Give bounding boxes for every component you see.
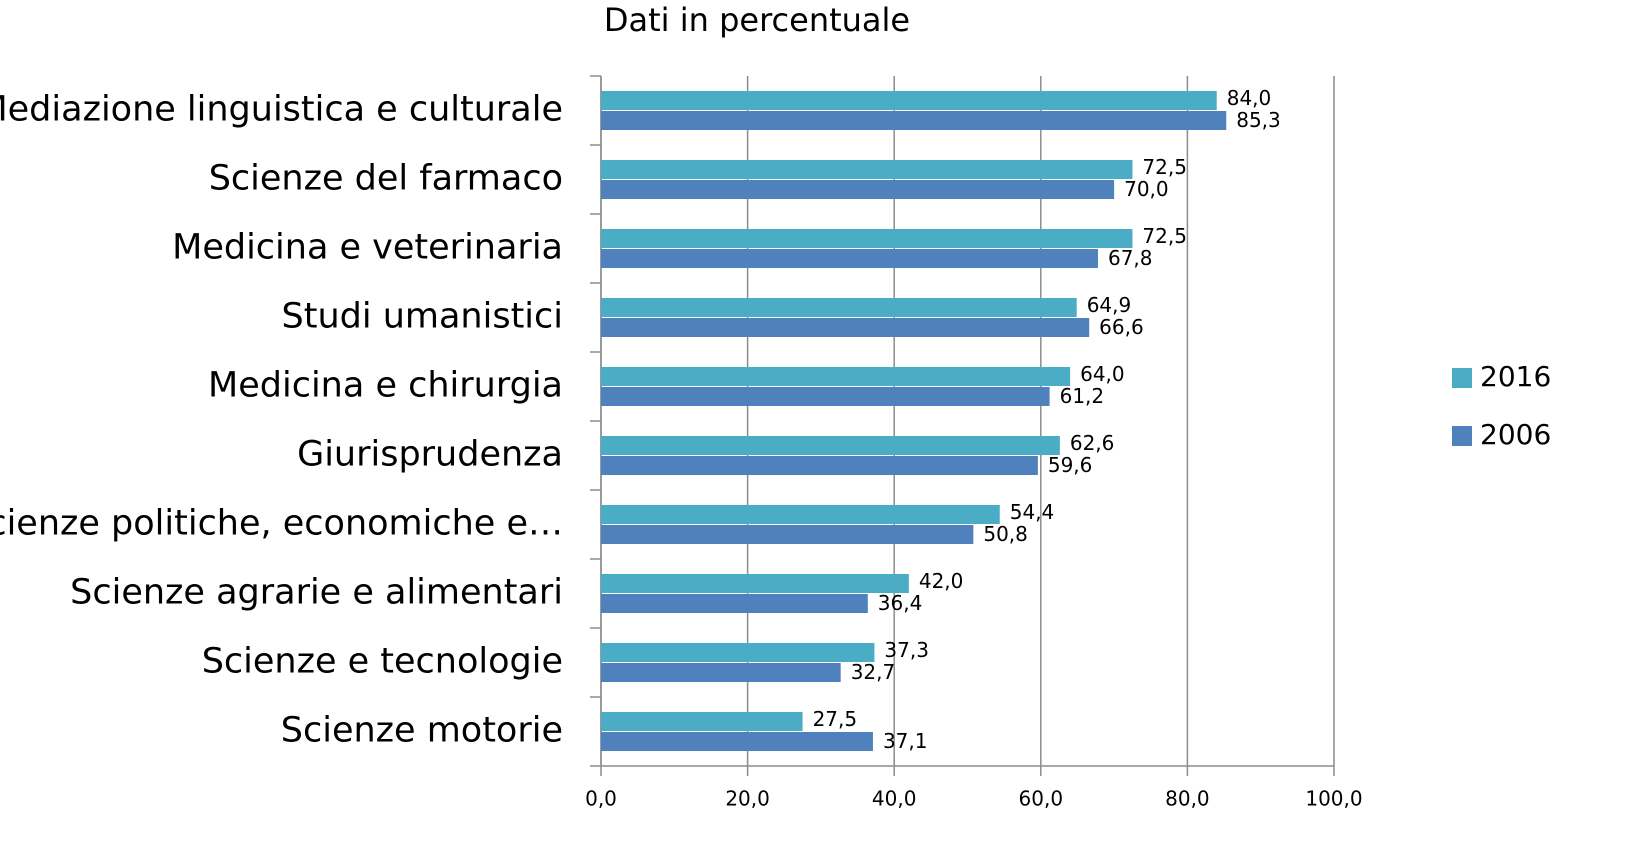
y-tick-label: Medicina e veterinaria (172, 228, 563, 268)
value-label: 54,4 (1010, 500, 1055, 524)
bar (601, 525, 974, 544)
value-label: 32,7 (851, 660, 896, 684)
value-label: 62,6 (1070, 431, 1115, 455)
x-tick-label: 20,0 (725, 787, 770, 811)
bar (601, 91, 1217, 110)
value-label: 27,5 (813, 707, 858, 731)
legend-label: 2016 (1480, 360, 1551, 393)
bar (601, 229, 1133, 248)
value-label: 67,8 (1108, 246, 1153, 270)
value-label: 64,0 (1080, 362, 1125, 386)
bar (601, 318, 1090, 337)
value-label: 36,4 (878, 591, 923, 615)
y-tick-label: Scienze politiche, economiche e… (0, 504, 563, 544)
y-tick-label: Scienze e tecnologie (202, 642, 563, 682)
value-label: 37,1 (883, 729, 928, 753)
x-tick-label: 80,0 (1165, 787, 1210, 811)
x-tick-label: 40,0 (872, 787, 917, 811)
chart-title: Dati in percentuale (604, 1, 910, 39)
bar (601, 643, 875, 662)
bar (601, 111, 1227, 130)
y-tick-label: Studi umanistici (282, 297, 563, 337)
value-label: 37,3 (884, 638, 929, 662)
legend-label: 2006 (1480, 418, 1551, 451)
bar (601, 574, 909, 593)
value-label: 85,3 (1236, 108, 1281, 132)
value-label: 42,0 (919, 569, 964, 593)
value-label: 59,6 (1048, 453, 1093, 477)
value-label: 70,0 (1124, 177, 1169, 201)
bar (601, 298, 1077, 317)
value-label: 64,9 (1087, 293, 1132, 317)
bar (601, 387, 1050, 406)
y-tick-label: Scienze del farmaco (209, 159, 563, 199)
bar (601, 594, 868, 613)
value-label: 72,5 (1142, 155, 1187, 179)
y-tick-label: Mediazione linguistica e culturale (0, 90, 563, 130)
legend-swatch (1452, 426, 1472, 446)
value-label: 66,6 (1099, 315, 1144, 339)
bar (601, 180, 1115, 199)
y-tick-label: Scienze motorie (281, 711, 563, 751)
y-tick-label: Scienze agrarie e alimentari (70, 573, 563, 613)
bar (601, 663, 841, 682)
value-label: 72,5 (1142, 224, 1187, 248)
legend-swatch (1452, 368, 1472, 388)
bar (601, 367, 1071, 386)
y-tick-label: Medicina e chirurgia (208, 366, 563, 406)
bar (601, 436, 1060, 455)
bar (601, 160, 1133, 179)
x-tick-label: 0,0 (585, 787, 617, 811)
bar (601, 505, 1000, 524)
bar (601, 732, 873, 751)
bar (601, 456, 1038, 475)
value-label: 50,8 (983, 522, 1028, 546)
x-tick-label: 60,0 (1019, 787, 1064, 811)
value-label: 84,0 (1227, 86, 1272, 110)
x-tick-label: 100,0 (1305, 787, 1362, 811)
bar (601, 712, 803, 731)
bar (601, 249, 1098, 268)
value-label: 61,2 (1060, 384, 1105, 408)
y-tick-label: Giurisprudenza (297, 435, 563, 475)
